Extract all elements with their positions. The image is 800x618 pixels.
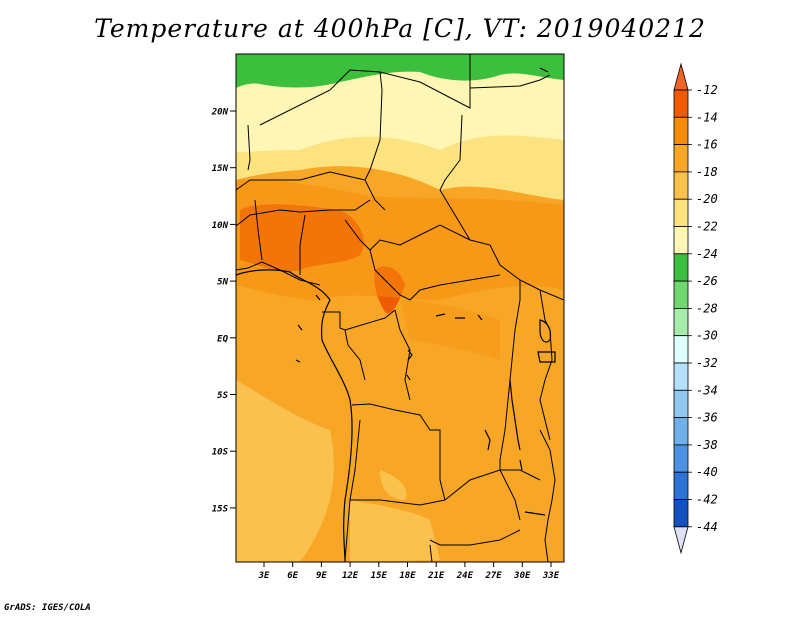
longitude-axis: 3E 6E 9E 12E 15E 18E 21E 24E 27E 30E 33E [258, 562, 560, 581]
colorbar-swatch [673, 144, 689, 173]
colorbar: -12 -14 -16 -18 -20 -22 -24 -26 -28 -30 -32 -34 -36 -… [673, 62, 718, 555]
lon-label: 15E [371, 571, 388, 581]
map-frame [235, 53, 565, 563]
lat-label: 15N [212, 164, 229, 174]
lat-label: 10N [212, 221, 229, 231]
colorbar-swatch [673, 116, 689, 146]
temperature-field [236, 54, 564, 562]
colorbar-swatch [673, 444, 689, 473]
lat-label: EQ [217, 334, 228, 344]
latitude-axis: 20N 15N 10N 5N EQ 5S 10S 15S [211, 108, 236, 514]
colorbar-label: -12 [696, 83, 718, 97]
colorbar-swatch [673, 335, 689, 364]
credit-text: GrADS: IGES/COLA [4, 603, 91, 613]
colorbar-swatch [673, 417, 689, 446]
field-south-patch [380, 470, 407, 500]
lat-label: 5S [217, 391, 228, 401]
colorbar-label: -30 [696, 329, 718, 343]
colorbar-label: -14 [696, 110, 718, 124]
colorbar-swatch [673, 171, 689, 200]
lon-label: 3E [258, 571, 270, 581]
field-southwest-light [236, 380, 334, 562]
colorbar-label: -34 [696, 383, 718, 397]
colorbar-top-arrow [673, 62, 689, 91]
field-congo [400, 300, 500, 360]
colorbar-swatch [673, 307, 689, 337]
lon-label: 27E [484, 571, 502, 581]
colorbar-label: -22 [696, 220, 718, 234]
lon-label: 12E [342, 571, 359, 581]
colorbar-swatch [673, 389, 689, 418]
lon-label: 30E [513, 571, 531, 581]
colorbar-swatch [673, 198, 689, 227]
colorbar-label: -18 [696, 165, 718, 179]
colorbar-label: -26 [696, 274, 718, 288]
lon-label: 33E [542, 571, 560, 581]
lon-label: 6E [287, 571, 298, 581]
colorbar-bottom-arrow [673, 526, 689, 555]
colorbar-swatch [673, 499, 689, 528]
lat-label: 15S [212, 504, 229, 514]
colorbar-label: -24 [696, 247, 718, 261]
colorbar-swatch [673, 253, 689, 282]
colorbar-label: -38 [696, 438, 718, 452]
lat-label: 20N [211, 108, 229, 118]
colorbar-label: -36 [696, 411, 718, 425]
colorbar-label: -44 [696, 520, 718, 534]
colorbar-swatch [673, 226, 689, 255]
lat-label: 5N [217, 278, 228, 288]
country-borders [236, 54, 564, 562]
coastline [236, 67, 556, 562]
lon-label: 9E [316, 571, 327, 581]
colorbar-label: -16 [696, 138, 718, 152]
lon-label: 24E [456, 571, 474, 581]
field-sahel [236, 179, 564, 300]
colorbar-label: -40 [696, 465, 718, 479]
lon-label: 18E [399, 571, 416, 581]
field-south-light [350, 500, 440, 562]
colorbar-label: -20 [696, 192, 718, 206]
colorbar-swatch [673, 280, 689, 309]
colorbar-label: -28 [696, 301, 718, 315]
lat-label: 10S [212, 448, 229, 458]
field-southwest-band [236, 430, 280, 470]
colorbar-label: -42 [696, 493, 718, 507]
colorbar-swatch [673, 89, 689, 118]
colorbar-swatch [673, 471, 689, 500]
colorbar-swatch [673, 362, 689, 391]
field-north-green [236, 54, 564, 88]
colorbar-label: -32 [696, 356, 718, 370]
map-title: Temperature at 400hPa [C], VT: 201904021… [94, 14, 706, 43]
lon-label: 21E [427, 571, 445, 581]
